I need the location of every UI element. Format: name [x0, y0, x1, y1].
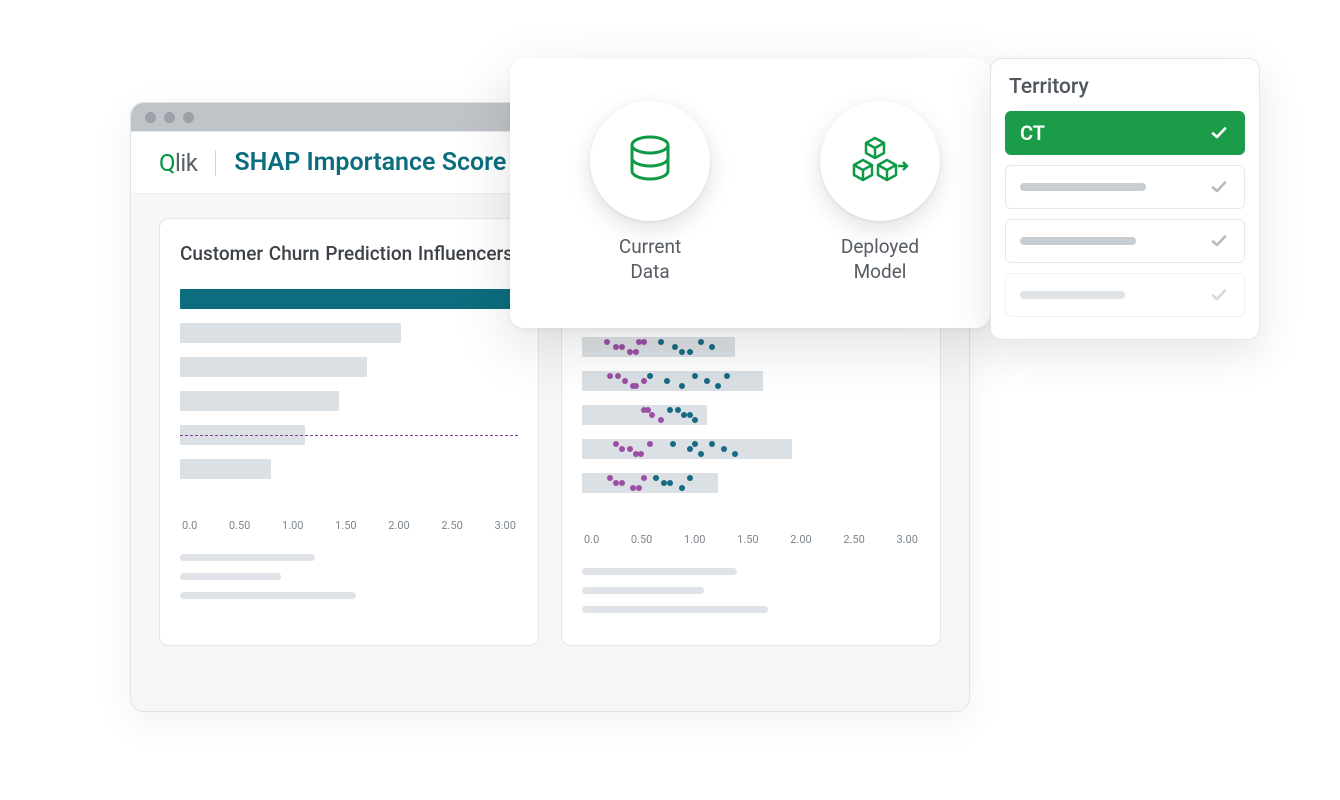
deploy-icon	[820, 101, 940, 221]
x-axis: 0.0 0.50 1.00 1.50 2.00 2.50 3.00	[582, 533, 920, 546]
placeholder-line	[582, 568, 737, 575]
check-icon	[1208, 176, 1230, 198]
axis-tick: 1.00	[282, 519, 303, 532]
placeholder-line	[582, 606, 768, 613]
bar-row	[582, 333, 920, 361]
traffic-light-dot	[164, 112, 175, 123]
x-axis: 0.0 0.50 1.00 1.50 2.00 2.50 3.00	[180, 519, 518, 532]
pipeline-stage-label: Current Data	[619, 235, 681, 284]
scatter-dot	[613, 441, 619, 447]
axis-tick: 0.50	[229, 519, 250, 532]
qlik-logo: Qlik	[159, 149, 197, 177]
churn-influencers-panel: Customer Churn Prediction Influencers 0.…	[159, 218, 539, 646]
scatter-dot	[679, 485, 685, 491]
placeholder-line	[1020, 183, 1146, 191]
scatter-dot	[647, 373, 653, 379]
placeholder-line	[180, 554, 315, 561]
placeholder-line	[1020, 237, 1136, 245]
territory-item-label: CT	[1020, 121, 1045, 145]
pipeline-stage-label: Deployed Model	[841, 235, 919, 284]
axis-tick: 1.50	[335, 519, 356, 532]
axis-tick: 0.0	[584, 533, 599, 546]
scatter-dot	[627, 349, 633, 355]
bar-row	[180, 319, 518, 347]
axis-tick: 2.50	[843, 533, 864, 546]
bar-row	[582, 401, 920, 429]
axis-tick: 3.00	[896, 533, 917, 546]
scatter-dot	[653, 475, 659, 481]
placeholder-text	[582, 568, 920, 613]
header-divider	[215, 150, 216, 176]
territory-item[interactable]	[1005, 219, 1245, 263]
scatter-dot	[721, 446, 727, 452]
axis-tick: 3.00	[494, 519, 515, 532]
scatter-dot	[687, 475, 693, 481]
scatter-dot	[619, 344, 625, 350]
scatter-dot	[619, 446, 625, 452]
scatter-dot	[698, 339, 704, 345]
check-icon	[1208, 284, 1230, 306]
check-icon	[1208, 122, 1230, 144]
pipeline-card: Current Data Deploy	[510, 58, 990, 328]
scatter-dot	[715, 383, 721, 389]
scatter-dot	[687, 446, 693, 452]
scatter-dot	[732, 451, 738, 457]
traffic-light-dot	[145, 112, 156, 123]
bar-row	[582, 367, 920, 395]
placeholder-line	[1020, 291, 1125, 299]
scatter-dot	[679, 349, 685, 355]
scatter-dot	[704, 378, 710, 384]
scatter-dot	[647, 441, 653, 447]
scatter-dot	[687, 349, 693, 355]
bar-row	[582, 435, 920, 463]
scatter-dot	[604, 339, 610, 345]
scatter-dot	[679, 383, 685, 389]
axis-tick: 2.50	[441, 519, 462, 532]
traffic-light-dot	[183, 112, 194, 123]
bar-row	[582, 469, 920, 497]
territory-filter-card: Territory CT	[990, 58, 1260, 340]
scatter-dot	[670, 441, 676, 447]
scatter-dot	[661, 480, 667, 486]
scatter-dot	[636, 485, 642, 491]
axis-tick: 1.00	[684, 533, 705, 546]
pipeline-stage-deployed-model[interactable]: Deployed Model	[780, 101, 980, 284]
bar-scatter-chart	[582, 299, 920, 529]
scatter-dot	[672, 344, 678, 350]
scatter-dot	[619, 480, 625, 486]
axis-tick: 2.00	[388, 519, 409, 532]
placeholder-line	[582, 587, 704, 594]
pipeline-stage-current-data[interactable]: Current Data	[550, 101, 750, 284]
bar-row	[180, 455, 518, 483]
territory-title: Territory	[1005, 75, 1245, 99]
scatter-dot	[664, 378, 670, 384]
bar-row	[180, 387, 518, 415]
scatter-dot	[687, 412, 693, 418]
axis-tick: 2.00	[790, 533, 811, 546]
bar-chart	[180, 285, 518, 515]
bar-row	[180, 353, 518, 381]
axis-tick: 1.50	[737, 533, 758, 546]
scatter-dot	[698, 451, 704, 457]
page-title: SHAP Importance Score	[234, 148, 506, 177]
scatter-dot	[627, 446, 633, 452]
axis-tick: 0.0	[182, 519, 197, 532]
axis-tick: 0.50	[631, 533, 652, 546]
panel-title: Customer Churn Prediction Influencers	[180, 241, 518, 267]
scatter-dot	[630, 383, 636, 389]
placeholder-text	[180, 554, 518, 599]
territory-item[interactable]	[1005, 165, 1245, 209]
database-icon	[590, 101, 710, 221]
scatter-dot	[645, 407, 651, 413]
scatter-dot	[613, 344, 619, 350]
check-icon	[1208, 230, 1230, 252]
territory-item-selected[interactable]: CT	[1005, 111, 1245, 155]
placeholder-line	[180, 592, 356, 599]
territory-item[interactable]	[1005, 273, 1245, 317]
scatter-dot	[613, 480, 619, 486]
scatter-dot	[636, 339, 642, 345]
bar-row	[180, 285, 518, 313]
placeholder-line	[180, 573, 281, 580]
